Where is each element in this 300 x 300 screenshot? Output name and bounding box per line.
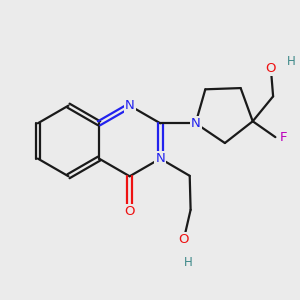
Text: H: H	[184, 256, 193, 269]
Text: F: F	[279, 130, 287, 144]
Text: N: N	[191, 117, 200, 130]
Text: H: H	[287, 55, 296, 68]
Text: N: N	[155, 152, 165, 165]
Text: O: O	[124, 205, 135, 218]
Text: N: N	[125, 99, 134, 112]
Text: O: O	[266, 62, 276, 75]
Text: O: O	[178, 233, 189, 246]
